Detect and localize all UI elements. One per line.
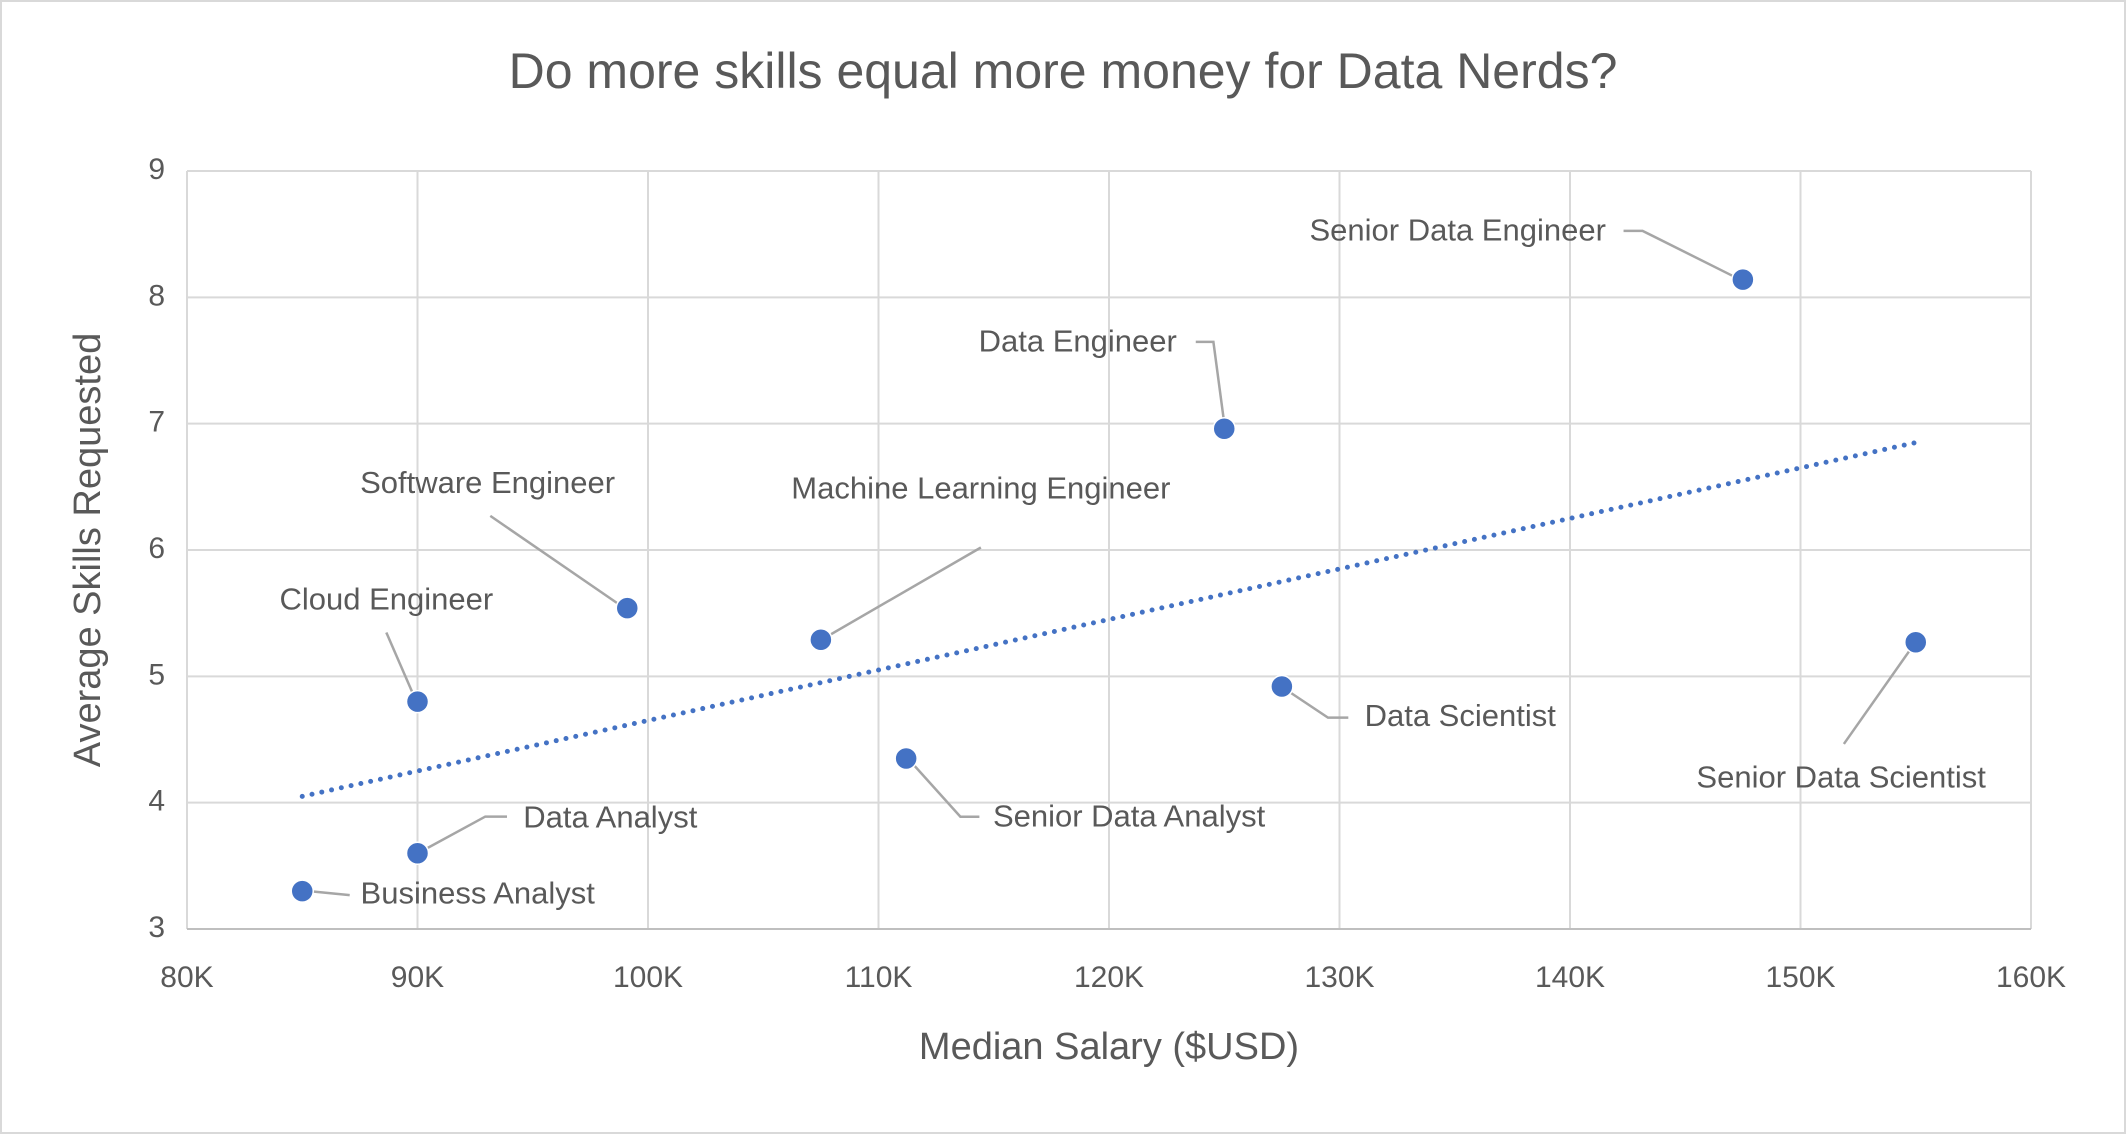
y-tick-label: 5 (148, 658, 165, 691)
point (405, 689, 430, 714)
y-tick-label: 9 (148, 153, 165, 186)
leader-line (308, 889, 350, 897)
leader-line (1195, 340, 1226, 424)
x-axis-title: Median Salary ($USD) (919, 1026, 1299, 1068)
leader-line (1623, 229, 1736, 279)
x-tick-label: 140K (1535, 961, 1605, 994)
point-label: Senior Data Scientist (1696, 759, 1986, 794)
leader-line (1842, 646, 1913, 745)
x-tick-label: 90K (391, 961, 444, 994)
leader-line (825, 546, 982, 639)
x-tick-label: 100K (613, 961, 683, 994)
y-tick-label: 8 (148, 279, 165, 312)
x-tick-label: 130K (1304, 961, 1374, 994)
point-label: Data Scientist (1365, 698, 1557, 733)
leader-line (1286, 689, 1349, 719)
point (1270, 674, 1294, 699)
point (615, 596, 640, 620)
point (894, 746, 918, 771)
point-label: Cloud Engineer (279, 581, 493, 616)
point-label: Data Analyst (523, 799, 697, 834)
point (290, 879, 314, 903)
point-label: Senior Data Engineer (1309, 212, 1605, 247)
x-tick-label: 110K (845, 961, 913, 994)
y-tick-label: 4 (148, 785, 165, 818)
point (809, 627, 833, 652)
y-tick-label: 3 (148, 911, 165, 944)
x-tick-label: 160K (1996, 961, 2066, 994)
y-tick-label: 7 (148, 406, 165, 439)
point-label: Business Analyst (361, 875, 596, 910)
y-tick-label: 6 (148, 532, 165, 565)
point-label: Machine Learning Engineer (791, 471, 1170, 506)
x-tick-label: 80K (160, 961, 213, 994)
chart-title: Do more skills equal more money for Data… (509, 43, 1618, 99)
leader-line (422, 815, 507, 852)
leader-line (910, 761, 980, 819)
point (1904, 630, 1928, 654)
point (1212, 416, 1236, 441)
point (1731, 267, 1755, 292)
x-tick-label: 120K (1074, 961, 1144, 994)
y-axis-title: Average Skills Requested (67, 333, 109, 767)
point-label: Data Engineer (979, 323, 1177, 358)
point-label: Software Engineer (360, 465, 615, 500)
point (405, 841, 430, 865)
point-label: Senior Data Analyst (993, 798, 1266, 833)
leader-line (385, 631, 415, 696)
x-tick-label: 150K (1765, 961, 1835, 994)
leader-line (489, 514, 622, 607)
